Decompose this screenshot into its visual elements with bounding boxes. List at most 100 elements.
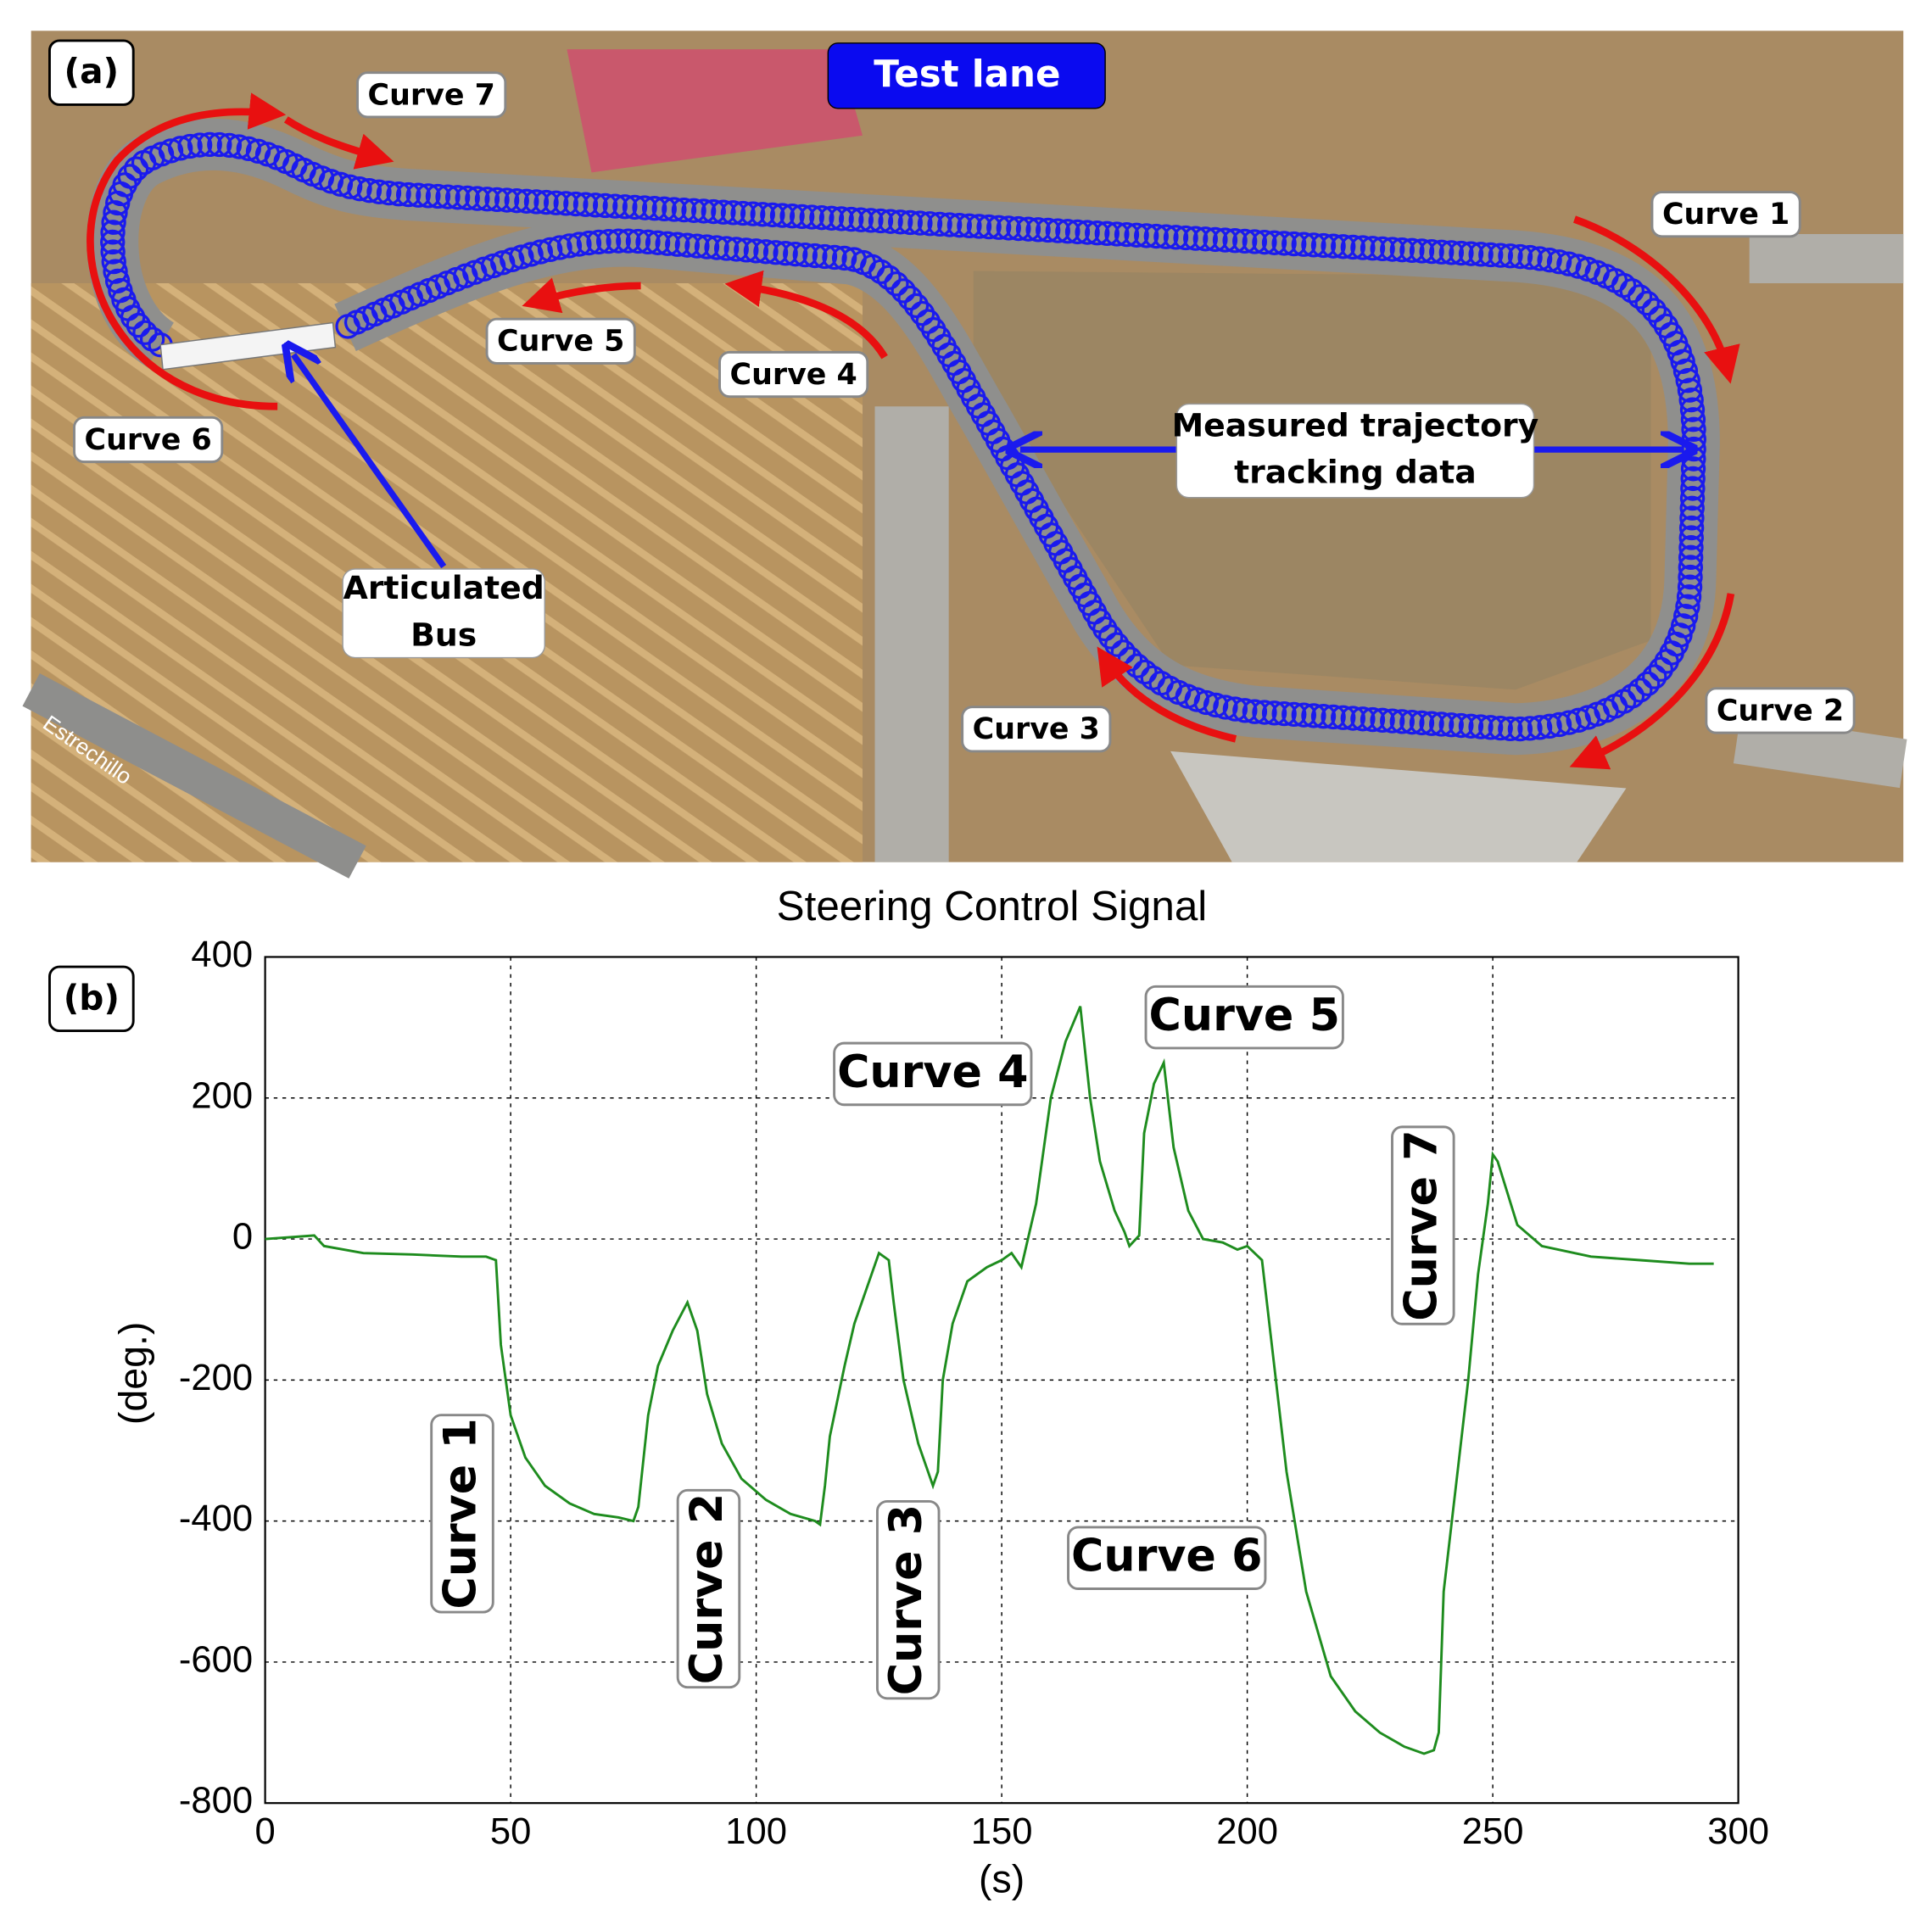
trajectory-point (1679, 485, 1706, 511)
trajectory-point (1507, 716, 1533, 742)
trajectory-point (976, 214, 1002, 240)
trajectory-point (762, 240, 789, 265)
trajectory-point (1271, 231, 1297, 256)
label: Curve 5 (1144, 985, 1344, 1050)
trajectory-point (1634, 290, 1660, 316)
trajectory-point (691, 198, 717, 224)
trajectory-point (1488, 715, 1513, 741)
trajectory-point (103, 259, 128, 284)
trajectory-point (625, 228, 651, 254)
trajectory-point (701, 198, 726, 225)
label-text: Curve 4 (837, 1046, 1028, 1098)
trajectory-point (1575, 705, 1601, 730)
trajectory-point (760, 202, 785, 228)
y-tick-label: 200 (191, 1075, 253, 1116)
trajectory-point (1321, 233, 1346, 259)
trajectory-point (612, 194, 638, 220)
panel-box (48, 965, 135, 1033)
trajectory-point (572, 192, 599, 217)
trajectory-point (1428, 711, 1455, 737)
trajectory-point (897, 209, 923, 236)
bus-label: Bus (410, 616, 477, 653)
trajectory-point (1242, 699, 1268, 724)
trajectory-point (1527, 246, 1553, 271)
trajectory-point (1438, 712, 1464, 738)
curve-arrow (1097, 646, 1237, 743)
trajectory-point (1678, 544, 1704, 570)
trajectory-point (1281, 231, 1307, 257)
trajectory-point (1114, 221, 1140, 248)
road (1733, 233, 1907, 789)
trajectory-point (236, 136, 261, 162)
trajectory-point (547, 235, 572, 260)
trajectory-point (839, 206, 864, 232)
x-tick-label: 150 (971, 1811, 1033, 1852)
trajectory-point (986, 215, 1012, 240)
label-text: Curve 4 (730, 358, 857, 392)
trajectory-point (376, 180, 402, 206)
trajectory-point (514, 188, 539, 214)
trajectory-point (1409, 710, 1435, 736)
trajectory-point (1153, 224, 1179, 249)
trajectory-point (1094, 220, 1120, 247)
trajectory-point (347, 176, 372, 202)
trajectory-label: Measured trajectory (1172, 406, 1539, 444)
trajectory-point (937, 212, 963, 237)
trajectory-point (1546, 249, 1572, 275)
label-text: Curve 6 (1071, 1531, 1262, 1582)
trajectory-point (1213, 695, 1238, 720)
trajectory-point (632, 195, 657, 220)
trajectory-point (829, 206, 854, 232)
trajectory-point (1389, 709, 1415, 734)
label-box (430, 1414, 494, 1614)
trajectory-point (1517, 716, 1543, 741)
trajectory-point (1678, 564, 1703, 590)
trajectory-point (622, 194, 648, 220)
trajectory-point (474, 187, 500, 212)
trajectory-point (966, 214, 992, 239)
trajectory-point (1360, 706, 1386, 733)
trajectory-point (743, 238, 769, 264)
trajectory-point (1675, 594, 1700, 619)
trajectory-point (1183, 226, 1209, 251)
trajectory-point (1104, 221, 1130, 247)
trajectory-point (1641, 298, 1667, 323)
label: Curve 3 (961, 706, 1112, 753)
trajectory-point (1232, 228, 1258, 254)
trajectory-point (435, 184, 461, 209)
trajectory-point (528, 239, 554, 265)
trajectory-point (1477, 715, 1504, 740)
trajectory-point (1271, 700, 1297, 727)
trajectory-point (753, 239, 779, 265)
trajectory-point (1537, 713, 1562, 739)
road (22, 673, 366, 879)
trajectory-point (592, 192, 618, 219)
trajectory-point (1670, 349, 1695, 374)
trajectory-point (1419, 238, 1444, 265)
trajectory-point (108, 277, 133, 304)
trajectory-point (907, 210, 933, 236)
bus (159, 321, 337, 371)
trajectory-point (1468, 242, 1494, 267)
x-axis-label: (s) (979, 1856, 1025, 1900)
trajectory-point (509, 244, 534, 270)
trajectory-point (1331, 705, 1356, 730)
curve-arrow (283, 116, 394, 170)
trajectory-point (1281, 701, 1307, 728)
trajectory-point (1261, 700, 1287, 726)
trajectory-point (888, 209, 913, 235)
trajectory-point (567, 232, 592, 257)
label-box (1705, 687, 1856, 734)
trajectory-point (1301, 703, 1326, 728)
trajectory-point (635, 229, 661, 255)
trajectory-point (168, 136, 193, 161)
trajectory-point (655, 231, 680, 256)
label-text: Curve 7 (368, 78, 495, 112)
trajectory-point (1566, 707, 1591, 733)
trajectory-point (1006, 215, 1031, 242)
trajectory-point (868, 208, 894, 234)
trajectory-point (132, 320, 158, 345)
trajectory-point (1036, 217, 1061, 243)
label: Curve 6 (1067, 1526, 1267, 1590)
